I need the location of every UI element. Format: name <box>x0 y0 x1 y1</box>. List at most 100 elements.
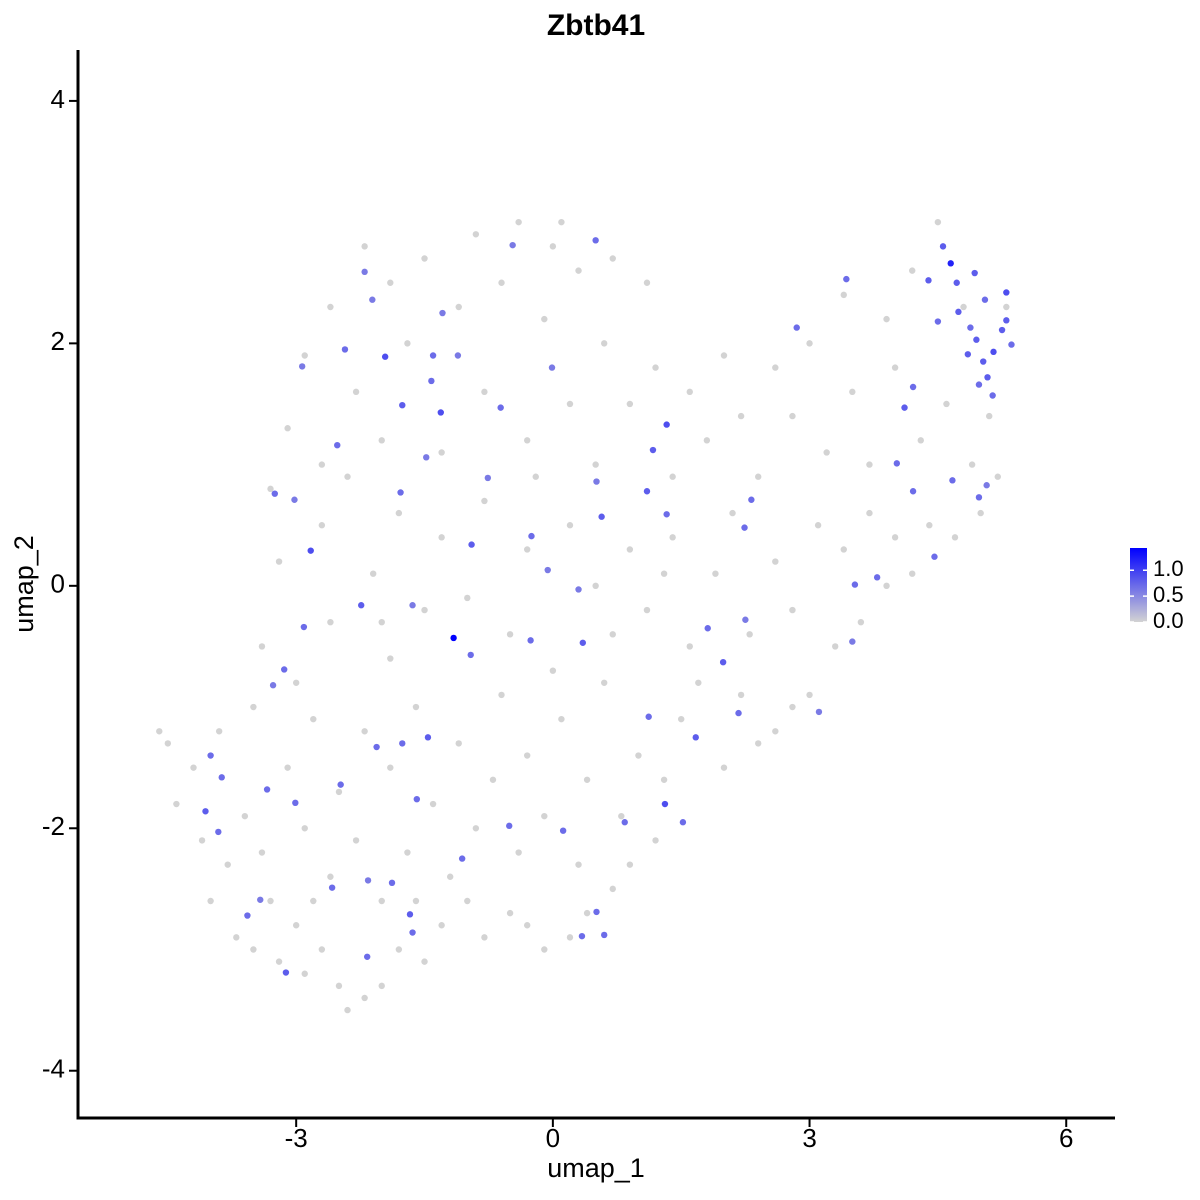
point <box>498 279 505 286</box>
point <box>164 740 172 747</box>
point <box>618 812 625 820</box>
point <box>943 400 950 408</box>
point <box>337 781 344 788</box>
point <box>558 715 565 723</box>
point <box>282 969 290 976</box>
point <box>973 336 980 343</box>
point <box>281 666 288 673</box>
x-tick-label: 3 <box>802 1123 816 1153</box>
point <box>866 461 873 468</box>
point <box>484 474 492 482</box>
point <box>412 897 420 905</box>
y-axis-label: umap_2 <box>9 535 39 633</box>
point <box>857 618 865 626</box>
point <box>866 509 873 517</box>
colorbar-tick-label: 1.0 <box>1153 556 1184 581</box>
point <box>746 631 753 638</box>
point <box>399 401 406 409</box>
point <box>939 243 947 250</box>
point <box>719 658 727 666</box>
point <box>284 764 291 771</box>
point <box>438 449 445 456</box>
point <box>660 570 668 577</box>
point <box>579 639 587 646</box>
point <box>934 318 942 325</box>
point <box>925 277 932 284</box>
point <box>267 897 274 905</box>
point <box>173 800 180 808</box>
point <box>755 740 762 747</box>
point <box>378 437 385 444</box>
point <box>258 643 266 650</box>
point <box>207 752 214 759</box>
point <box>663 511 670 518</box>
point <box>981 296 989 303</box>
point <box>381 353 389 360</box>
point <box>437 409 444 416</box>
point <box>406 911 414 918</box>
point <box>840 546 847 553</box>
point <box>156 728 163 735</box>
point <box>310 715 317 723</box>
point <box>578 932 586 940</box>
point <box>692 734 699 741</box>
point <box>806 691 813 699</box>
point <box>598 513 605 520</box>
point <box>464 897 471 905</box>
point <box>849 638 856 645</box>
point <box>438 922 445 929</box>
point <box>424 734 432 741</box>
colorbar-tick-label: 0.0 <box>1153 608 1184 633</box>
point <box>541 946 548 953</box>
point <box>291 496 298 503</box>
point <box>241 812 249 820</box>
point <box>645 713 652 720</box>
point <box>250 946 257 953</box>
point <box>975 494 983 501</box>
point <box>506 822 513 830</box>
point <box>883 582 890 590</box>
point <box>292 799 299 807</box>
point <box>318 461 326 468</box>
point <box>994 473 1001 480</box>
point <box>498 691 505 699</box>
point <box>626 400 634 408</box>
point <box>652 364 659 371</box>
point <box>626 546 634 553</box>
point <box>712 570 719 577</box>
point <box>566 934 574 941</box>
point <box>464 594 471 602</box>
point <box>523 437 531 444</box>
colorbar-tick-label: 0.5 <box>1153 582 1184 607</box>
point <box>720 352 728 359</box>
point <box>893 460 901 467</box>
point <box>621 819 628 826</box>
point <box>601 340 608 347</box>
point <box>428 377 435 385</box>
point <box>883 315 890 323</box>
point <box>202 808 209 815</box>
point <box>335 788 343 796</box>
point <box>989 392 996 399</box>
y-tick-label: 4 <box>51 84 65 114</box>
point <box>558 218 565 226</box>
point <box>737 691 745 699</box>
y-tick-label: 0 <box>51 569 65 599</box>
point <box>404 849 411 856</box>
point <box>575 267 582 274</box>
point <box>772 558 779 565</box>
point <box>755 473 762 480</box>
point <box>527 637 534 644</box>
point <box>310 897 317 905</box>
point <box>917 437 924 444</box>
point <box>549 243 557 250</box>
point <box>395 946 403 953</box>
point <box>301 970 308 977</box>
x-tick-label: 0 <box>546 1123 560 1153</box>
point <box>244 912 251 919</box>
point <box>593 478 600 485</box>
point <box>742 616 749 623</box>
point <box>489 776 497 783</box>
point <box>327 303 334 311</box>
point <box>926 522 933 529</box>
